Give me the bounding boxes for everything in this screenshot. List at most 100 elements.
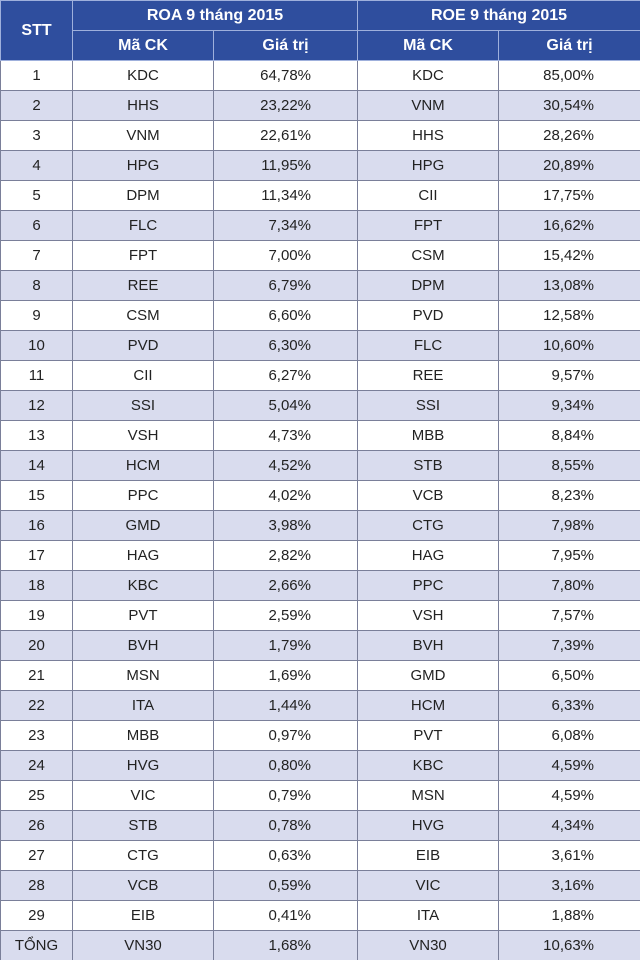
header-cell: Mã CK — [357, 30, 499, 61]
table-cell: SSI — [357, 390, 499, 421]
table-cell: CSM — [72, 300, 214, 331]
table-cell: 15 — [0, 480, 73, 511]
table-cell: 1,69% — [213, 660, 358, 691]
table-cell: 21 — [0, 660, 73, 691]
table-cell: 85,00% — [497, 60, 640, 91]
table-cell: 11,95% — [213, 150, 358, 181]
table-cell: 12,58% — [497, 300, 640, 331]
table-cell: CSM — [357, 240, 499, 271]
table-cell: 6,30% — [213, 330, 358, 361]
table-cell: CII — [72, 360, 214, 391]
table-row: 21 MSN 1,69% GMD 6,50% — [0, 660, 640, 691]
table-row: 12 SSI 5,04% SSI 9,34% — [0, 390, 640, 421]
table-cell: 2,59% — [213, 600, 358, 631]
table-cell: VSH — [72, 420, 214, 451]
table-cell: CTG — [72, 840, 214, 871]
table-cell: 6,79% — [213, 270, 358, 301]
table-row: TỔNG VN30 1,68% VN30 10,63% — [0, 930, 640, 960]
table-cell: 4,73% — [213, 420, 358, 451]
table-cell: HHS — [357, 120, 499, 151]
table-cell: REE — [72, 270, 214, 301]
table-cell: 14 — [0, 450, 73, 481]
table-cell: 27 — [0, 840, 73, 871]
table-cell: FPT — [357, 210, 499, 241]
table-cell: 64,78% — [213, 60, 358, 91]
table-cell: 8,55% — [497, 450, 640, 481]
table-cell: HHS — [72, 90, 214, 121]
table-cell: BVH — [357, 630, 499, 661]
table-cell: 9,57% — [497, 360, 640, 391]
table-cell: 8,84% — [497, 420, 640, 451]
table-cell: 6,27% — [213, 360, 358, 391]
table-row: 25 VIC 0,79% MSN 4,59% — [0, 780, 640, 811]
table-cell: 25 — [0, 780, 73, 811]
table-cell: EIB — [72, 900, 214, 931]
table-cell: 0,78% — [213, 810, 358, 841]
table-row: 19 PVT 2,59% VSH 7,57% — [0, 600, 640, 631]
table-cell: 23 — [0, 720, 73, 751]
table-cell: MSN — [357, 780, 499, 811]
table-cell: 2,82% — [213, 540, 358, 571]
table-cell: KBC — [357, 750, 499, 781]
table-row: 5 DPM 11,34% CII 17,75% — [0, 180, 640, 211]
table-cell: 2 — [0, 90, 73, 121]
table-cell: 8,23% — [497, 480, 640, 511]
table-cell: 22 — [0, 690, 73, 721]
table-cell: 7,57% — [497, 600, 640, 631]
table-cell: 1,79% — [213, 630, 358, 661]
table-row: 13 VSH 4,73% MBB 8,84% — [0, 420, 640, 451]
table-cell: 5 — [0, 180, 73, 211]
table-cell: 7,95% — [497, 540, 640, 571]
table-row: 20 BVH 1,79% BVH 7,39% — [0, 630, 640, 661]
table-row: 14 HCM 4,52% STB 8,55% — [0, 450, 640, 481]
table-cell: 7,39% — [497, 630, 640, 661]
table-cell: FPT — [72, 240, 214, 271]
table-cell: HPG — [357, 150, 499, 181]
table-cell: VNM — [357, 90, 499, 121]
table-cell: 10 — [0, 330, 73, 361]
table-cell: 10,60% — [497, 330, 640, 361]
table-row: 22 ITA 1,44% HCM 6,33% — [0, 690, 640, 721]
table-cell: 13,08% — [497, 270, 640, 301]
header-cell: STT — [0, 0, 73, 61]
table-row: 3 VNM 22,61% HHS 28,26% — [0, 120, 640, 151]
table-cell: 3 — [0, 120, 73, 151]
table-cell: HVG — [72, 750, 214, 781]
table-cell: 6 — [0, 210, 73, 241]
table-cell: MBB — [72, 720, 214, 751]
table-cell: 0,41% — [213, 900, 358, 931]
table-cell: 4,52% — [213, 450, 358, 481]
header-cell: Giá trị — [497, 30, 640, 61]
table-cell: GMD — [72, 510, 214, 541]
table-cell: 0,59% — [213, 870, 358, 901]
table-cell: PVD — [357, 300, 499, 331]
table-cell: 15,42% — [497, 240, 640, 271]
table-cell: 22,61% — [213, 120, 358, 151]
table-row: 10 PVD 6,30% FLC 10,60% — [0, 330, 640, 361]
table-cell: PVT — [357, 720, 499, 751]
table-cell: EIB — [357, 840, 499, 871]
table-cell: 3,98% — [213, 510, 358, 541]
table-cell: VSH — [357, 600, 499, 631]
table-cell: HCM — [72, 450, 214, 481]
table-cell: HPG — [72, 150, 214, 181]
table-cell: STB — [357, 450, 499, 481]
table-cell: 1 — [0, 60, 73, 91]
table-cell: 20 — [0, 630, 73, 661]
table-cell: 11 — [0, 360, 73, 391]
table-cell: ITA — [357, 900, 499, 931]
table-cell: 16,62% — [497, 210, 640, 241]
table-cell: 11,34% — [213, 180, 358, 211]
table-cell: 29 — [0, 900, 73, 931]
table-body: 1 KDC 64,78% KDC 85,00% 2 HHS 23,22% VNM 30,54% 3 V… — [0, 60, 640, 960]
table-cell: SSI — [72, 390, 214, 421]
table-cell: HCM — [357, 690, 499, 721]
table-cell: ITA — [72, 690, 214, 721]
table-cell: PPC — [72, 480, 214, 511]
table-cell: 0,97% — [213, 720, 358, 751]
table-cell: STB — [72, 810, 214, 841]
table-cell: 16 — [0, 510, 73, 541]
table-cell: HAG — [72, 540, 214, 571]
